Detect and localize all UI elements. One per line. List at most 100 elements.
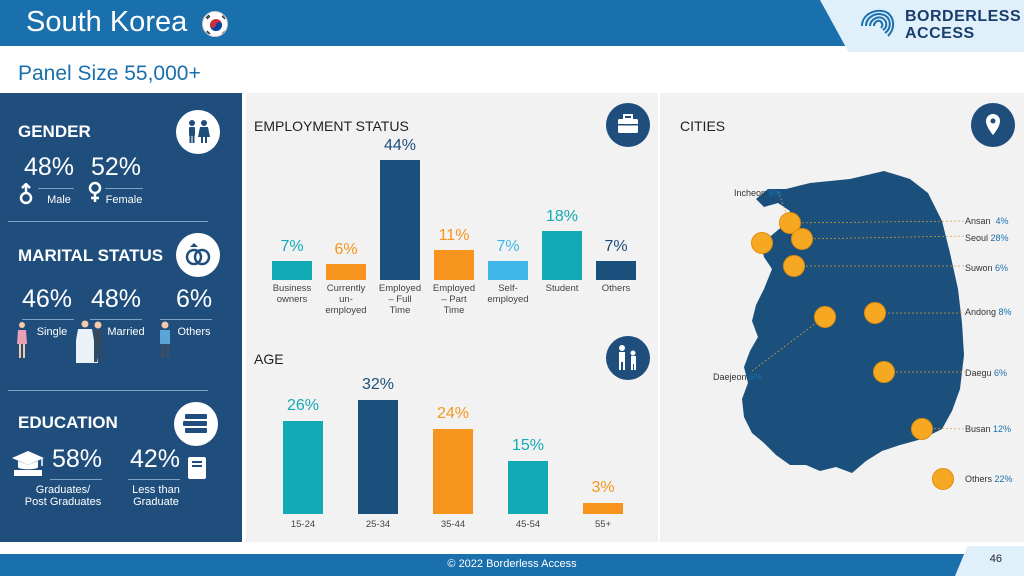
married-percent: 48% xyxy=(91,285,142,313)
city-percent: 22% xyxy=(994,474,1013,484)
page-title: South Korea xyxy=(26,6,188,38)
employment-category-line: Business xyxy=(272,283,312,294)
employment-category-label: Employed – Full Time xyxy=(375,283,425,316)
age-value-label: 32% xyxy=(361,376,395,393)
age-value-label: 26% xyxy=(286,397,320,415)
logo-line-1: BORDERLESS xyxy=(905,8,1022,25)
female-label: Female xyxy=(105,194,143,206)
city-dot-busan xyxy=(911,418,933,440)
city-name: Incheon xyxy=(734,188,767,198)
less-than-graduate-percent: 42% xyxy=(130,445,181,473)
age-bar xyxy=(508,460,548,514)
briefcase-icon xyxy=(606,103,650,147)
graduates-label-line-2: Post Graduates xyxy=(24,496,102,508)
city-percent: 4% xyxy=(995,216,1009,226)
city-label-busan: Busan 12% xyxy=(965,424,1011,434)
city-name: Busan xyxy=(965,424,991,434)
graduation-cap-icon xyxy=(10,450,46,483)
employment-category-label: Self-employed xyxy=(483,283,533,305)
books-icon xyxy=(174,402,218,446)
employment-category-label: Business owners xyxy=(267,283,317,305)
employment-category-line: Employed xyxy=(432,283,476,294)
employment-value-label: 18% xyxy=(545,207,579,225)
logo-text: BORDERLESS ACCESS xyxy=(905,8,1021,42)
city-percent: 6% xyxy=(749,372,763,382)
age-category-label: 55+ xyxy=(594,519,612,530)
city-name: Seoul xyxy=(965,233,989,243)
employment-category-line: Currently xyxy=(326,283,366,294)
gender-title: GENDER xyxy=(18,122,91,141)
single-percent: 46% xyxy=(22,285,73,313)
wedding-rings-icon xyxy=(176,233,220,277)
cities-title: CITIES xyxy=(680,118,726,134)
single-underline xyxy=(22,319,74,320)
employment-category-label: Employed – Part Time xyxy=(429,283,479,316)
charts-panel: EMPLOYMENT STATUS 7% Business owners 6% Curr… xyxy=(246,93,658,542)
employment-category-line: Student xyxy=(545,283,579,294)
section-divider xyxy=(8,390,208,391)
age-category-label: 15-24 xyxy=(290,519,316,530)
city-dot-suwon xyxy=(783,255,805,277)
employment-value-label: 7% xyxy=(280,237,304,255)
married-label: Married xyxy=(107,326,145,338)
page-number-box: 46 xyxy=(955,546,1024,576)
others-label: Others xyxy=(177,326,211,338)
city-label-seoul: Seoul 28% xyxy=(965,233,1009,243)
employment-category-line: – Part xyxy=(441,294,467,305)
less-than-graduate-label-line-1: Less than xyxy=(132,484,180,496)
female-symbol-icon xyxy=(87,181,103,208)
city-label-others: Others 22% xyxy=(965,474,1013,484)
employment-category-line: Self- xyxy=(498,283,518,294)
age-bar xyxy=(433,428,473,514)
city-name: Daejeon xyxy=(713,372,747,382)
city-dot-andong xyxy=(864,302,886,324)
city-name: Daegu xyxy=(965,368,992,378)
employment-bar xyxy=(542,230,582,280)
married-underline xyxy=(90,319,142,320)
employment-category-line: employed xyxy=(325,305,367,316)
page-number: 46 xyxy=(989,553,1002,565)
city-percent: 8% xyxy=(998,307,1012,317)
age-bar xyxy=(583,503,623,514)
age-value-label: 24% xyxy=(436,404,470,422)
city-name: Suwon xyxy=(965,263,993,273)
employment-category-line: – Full xyxy=(388,294,412,305)
logo-line-2: ACCESS xyxy=(905,25,975,42)
city-percent: 8% xyxy=(768,188,782,198)
city-percent: 6% xyxy=(994,368,1008,378)
marital-status-title: MARITAL STATUS xyxy=(18,246,164,265)
male-label: Male xyxy=(47,194,71,206)
age-category-label: 25-34 xyxy=(365,519,391,530)
city-name: Andong xyxy=(965,307,997,317)
less-than-graduate-label-line-2: Graduate xyxy=(133,496,179,508)
employment-category-line: un- xyxy=(339,294,353,305)
employment-value-label: 6% xyxy=(334,240,358,258)
city-percent: 6% xyxy=(995,263,1009,273)
city-percent: 12% xyxy=(993,424,1012,434)
employment-category-label: Student xyxy=(537,283,587,294)
city-label-suwon: Suwon 6% xyxy=(965,263,1008,273)
others-person-icon xyxy=(158,321,172,366)
others-percent: 6% xyxy=(176,285,213,313)
employment-value-label: 7% xyxy=(496,237,520,255)
male-percent: 48% xyxy=(24,153,75,181)
age-category-label: 35-44 xyxy=(440,519,466,530)
borderless-access-logo-icon xyxy=(858,6,900,46)
gender-icon xyxy=(176,110,220,154)
education-title: EDUCATION xyxy=(18,413,118,432)
copyright-text: © 2022 Borderless Access xyxy=(447,558,577,570)
age-group-icon xyxy=(606,336,650,380)
employment-category-line: owners xyxy=(276,294,308,305)
city-name: Ansan xyxy=(965,216,991,226)
single-label: Single xyxy=(36,326,68,338)
employment-bar xyxy=(326,263,366,280)
age-value-label: 15% xyxy=(511,436,545,454)
single-person-icon xyxy=(16,321,28,366)
employment-value-label: 44% xyxy=(383,137,417,154)
panel-size-heading: Panel Size 55,000+ xyxy=(18,62,201,85)
city-dot-others xyxy=(932,468,954,490)
employment-category-line: employed xyxy=(487,294,529,305)
age-value-label: 3% xyxy=(591,479,615,497)
graduates-label: Graduates/ Post Graduates xyxy=(18,484,108,508)
